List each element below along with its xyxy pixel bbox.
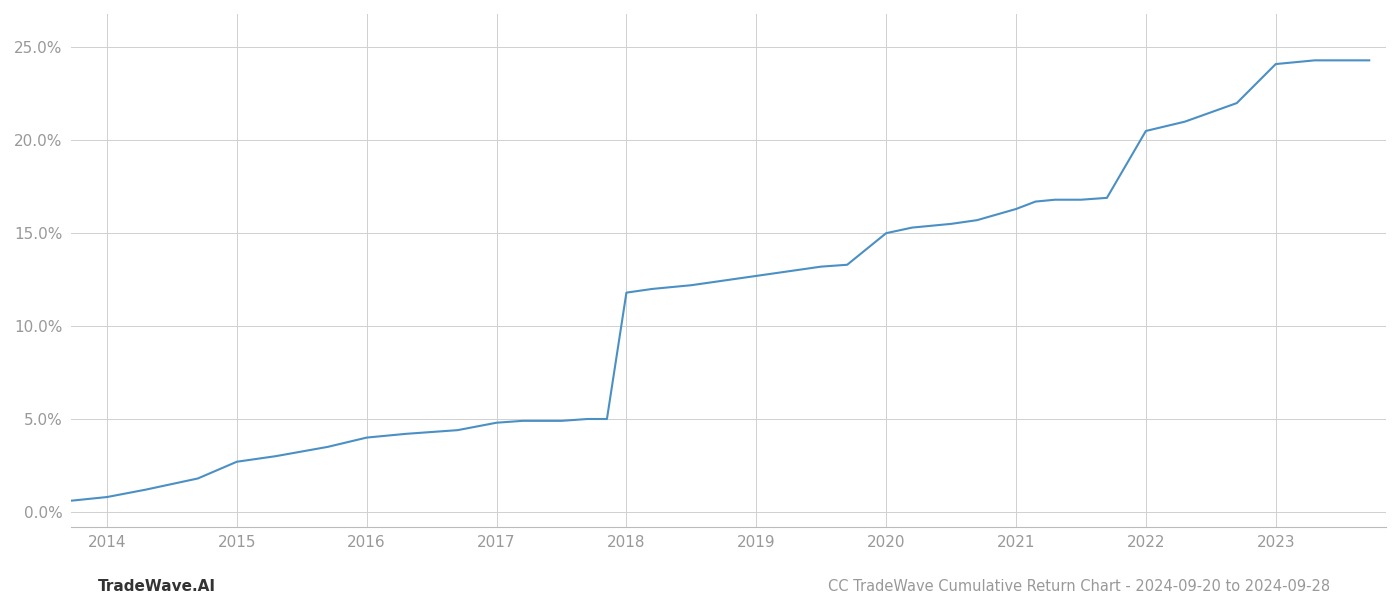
Text: CC TradeWave Cumulative Return Chart - 2024-09-20 to 2024-09-28: CC TradeWave Cumulative Return Chart - 2… [827,579,1330,594]
Text: TradeWave.AI: TradeWave.AI [98,579,216,594]
